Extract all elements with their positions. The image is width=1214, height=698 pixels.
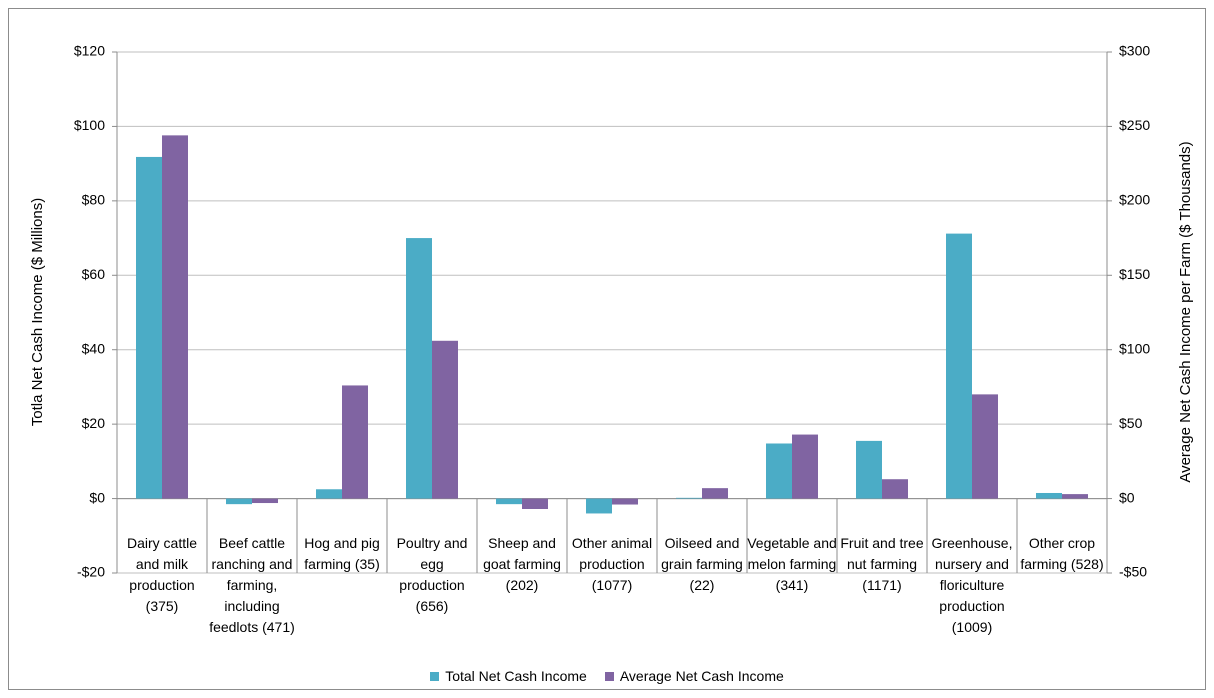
bar bbox=[702, 488, 728, 499]
x-tick-label: Beef cattle ranching and farming, includ… bbox=[209, 535, 295, 635]
y-tick-label: $120 bbox=[74, 43, 105, 59]
bar bbox=[162, 135, 188, 499]
bar bbox=[406, 238, 432, 499]
y2-tick-label: $100 bbox=[1119, 340, 1150, 356]
x-tick-label: Poultry and egg production (656) bbox=[396, 535, 468, 614]
x-tick-label: Dairy cattle and milk production (375) bbox=[126, 535, 198, 614]
y2-tick-label: $50 bbox=[1119, 415, 1143, 431]
y2-tick-label: $200 bbox=[1119, 192, 1150, 208]
x-tick-label: Vegetable and melon farming (341) bbox=[747, 535, 837, 593]
y2-tick-label: $0 bbox=[1119, 489, 1135, 505]
bar bbox=[252, 498, 278, 504]
y-tick-label: $40 bbox=[82, 340, 106, 356]
y2-tick-label: -$50 bbox=[1119, 564, 1147, 580]
bar bbox=[1036, 492, 1062, 499]
bar bbox=[586, 498, 612, 514]
x-tick-label: Oilseed and grain farming (22) bbox=[661, 535, 743, 593]
bar bbox=[342, 385, 368, 499]
legend-item: Average Net Cash Income bbox=[604, 668, 784, 684]
bar bbox=[612, 498, 638, 505]
bar bbox=[316, 489, 342, 499]
x-tick-label: Fruit and tree nut farming (1171) bbox=[840, 535, 924, 593]
y2-axis-title: Average Net Cash Income per Farm ($ Thou… bbox=[1177, 141, 1194, 482]
bar bbox=[496, 498, 522, 505]
legend-swatch bbox=[430, 671, 440, 681]
y2-tick-label: $150 bbox=[1119, 266, 1150, 282]
bar bbox=[856, 440, 882, 499]
x-tick-label: Other animal production (1077) bbox=[571, 535, 653, 593]
chart-border bbox=[8, 8, 1206, 690]
x-tick-label: Other crop farming (528) bbox=[1020, 535, 1104, 572]
y-tick-label: $60 bbox=[82, 266, 106, 282]
bar bbox=[136, 156, 162, 499]
bar bbox=[226, 498, 252, 505]
x-tick-label: Greenhouse, nursery and floriculture pro… bbox=[931, 535, 1013, 635]
bar bbox=[972, 394, 998, 499]
x-tick-label: Sheep and goat farming (202) bbox=[483, 535, 561, 593]
bar bbox=[946, 233, 972, 499]
bar bbox=[766, 443, 792, 499]
bar bbox=[432, 340, 458, 499]
legend: Total Net Cash Income Average Net Cash In… bbox=[0, 668, 1214, 684]
legend-swatch bbox=[604, 671, 614, 681]
legend-label: Average Net Cash Income bbox=[619, 668, 784, 684]
legend-label: Total Net Cash Income bbox=[445, 668, 587, 684]
y-tick-label: $80 bbox=[82, 192, 106, 208]
bar bbox=[1062, 494, 1088, 499]
y-tick-label: $20 bbox=[82, 415, 106, 431]
bar bbox=[792, 434, 818, 499]
bar bbox=[882, 479, 908, 499]
bar bbox=[522, 498, 548, 509]
y2-tick-label: $250 bbox=[1119, 117, 1150, 133]
y-tick-label: $0 bbox=[89, 489, 105, 505]
x-tick-label: Hog and pig farming (35) bbox=[304, 535, 380, 572]
y2-tick-label: $300 bbox=[1119, 43, 1150, 59]
y-axis-title: Totla Net Cash Income ($ Millions) bbox=[29, 198, 46, 426]
bar bbox=[676, 497, 702, 499]
y-tick-label: -$20 bbox=[77, 564, 105, 580]
legend-item: Total Net Cash Income bbox=[430, 668, 587, 684]
y-tick-label: $100 bbox=[74, 117, 105, 133]
